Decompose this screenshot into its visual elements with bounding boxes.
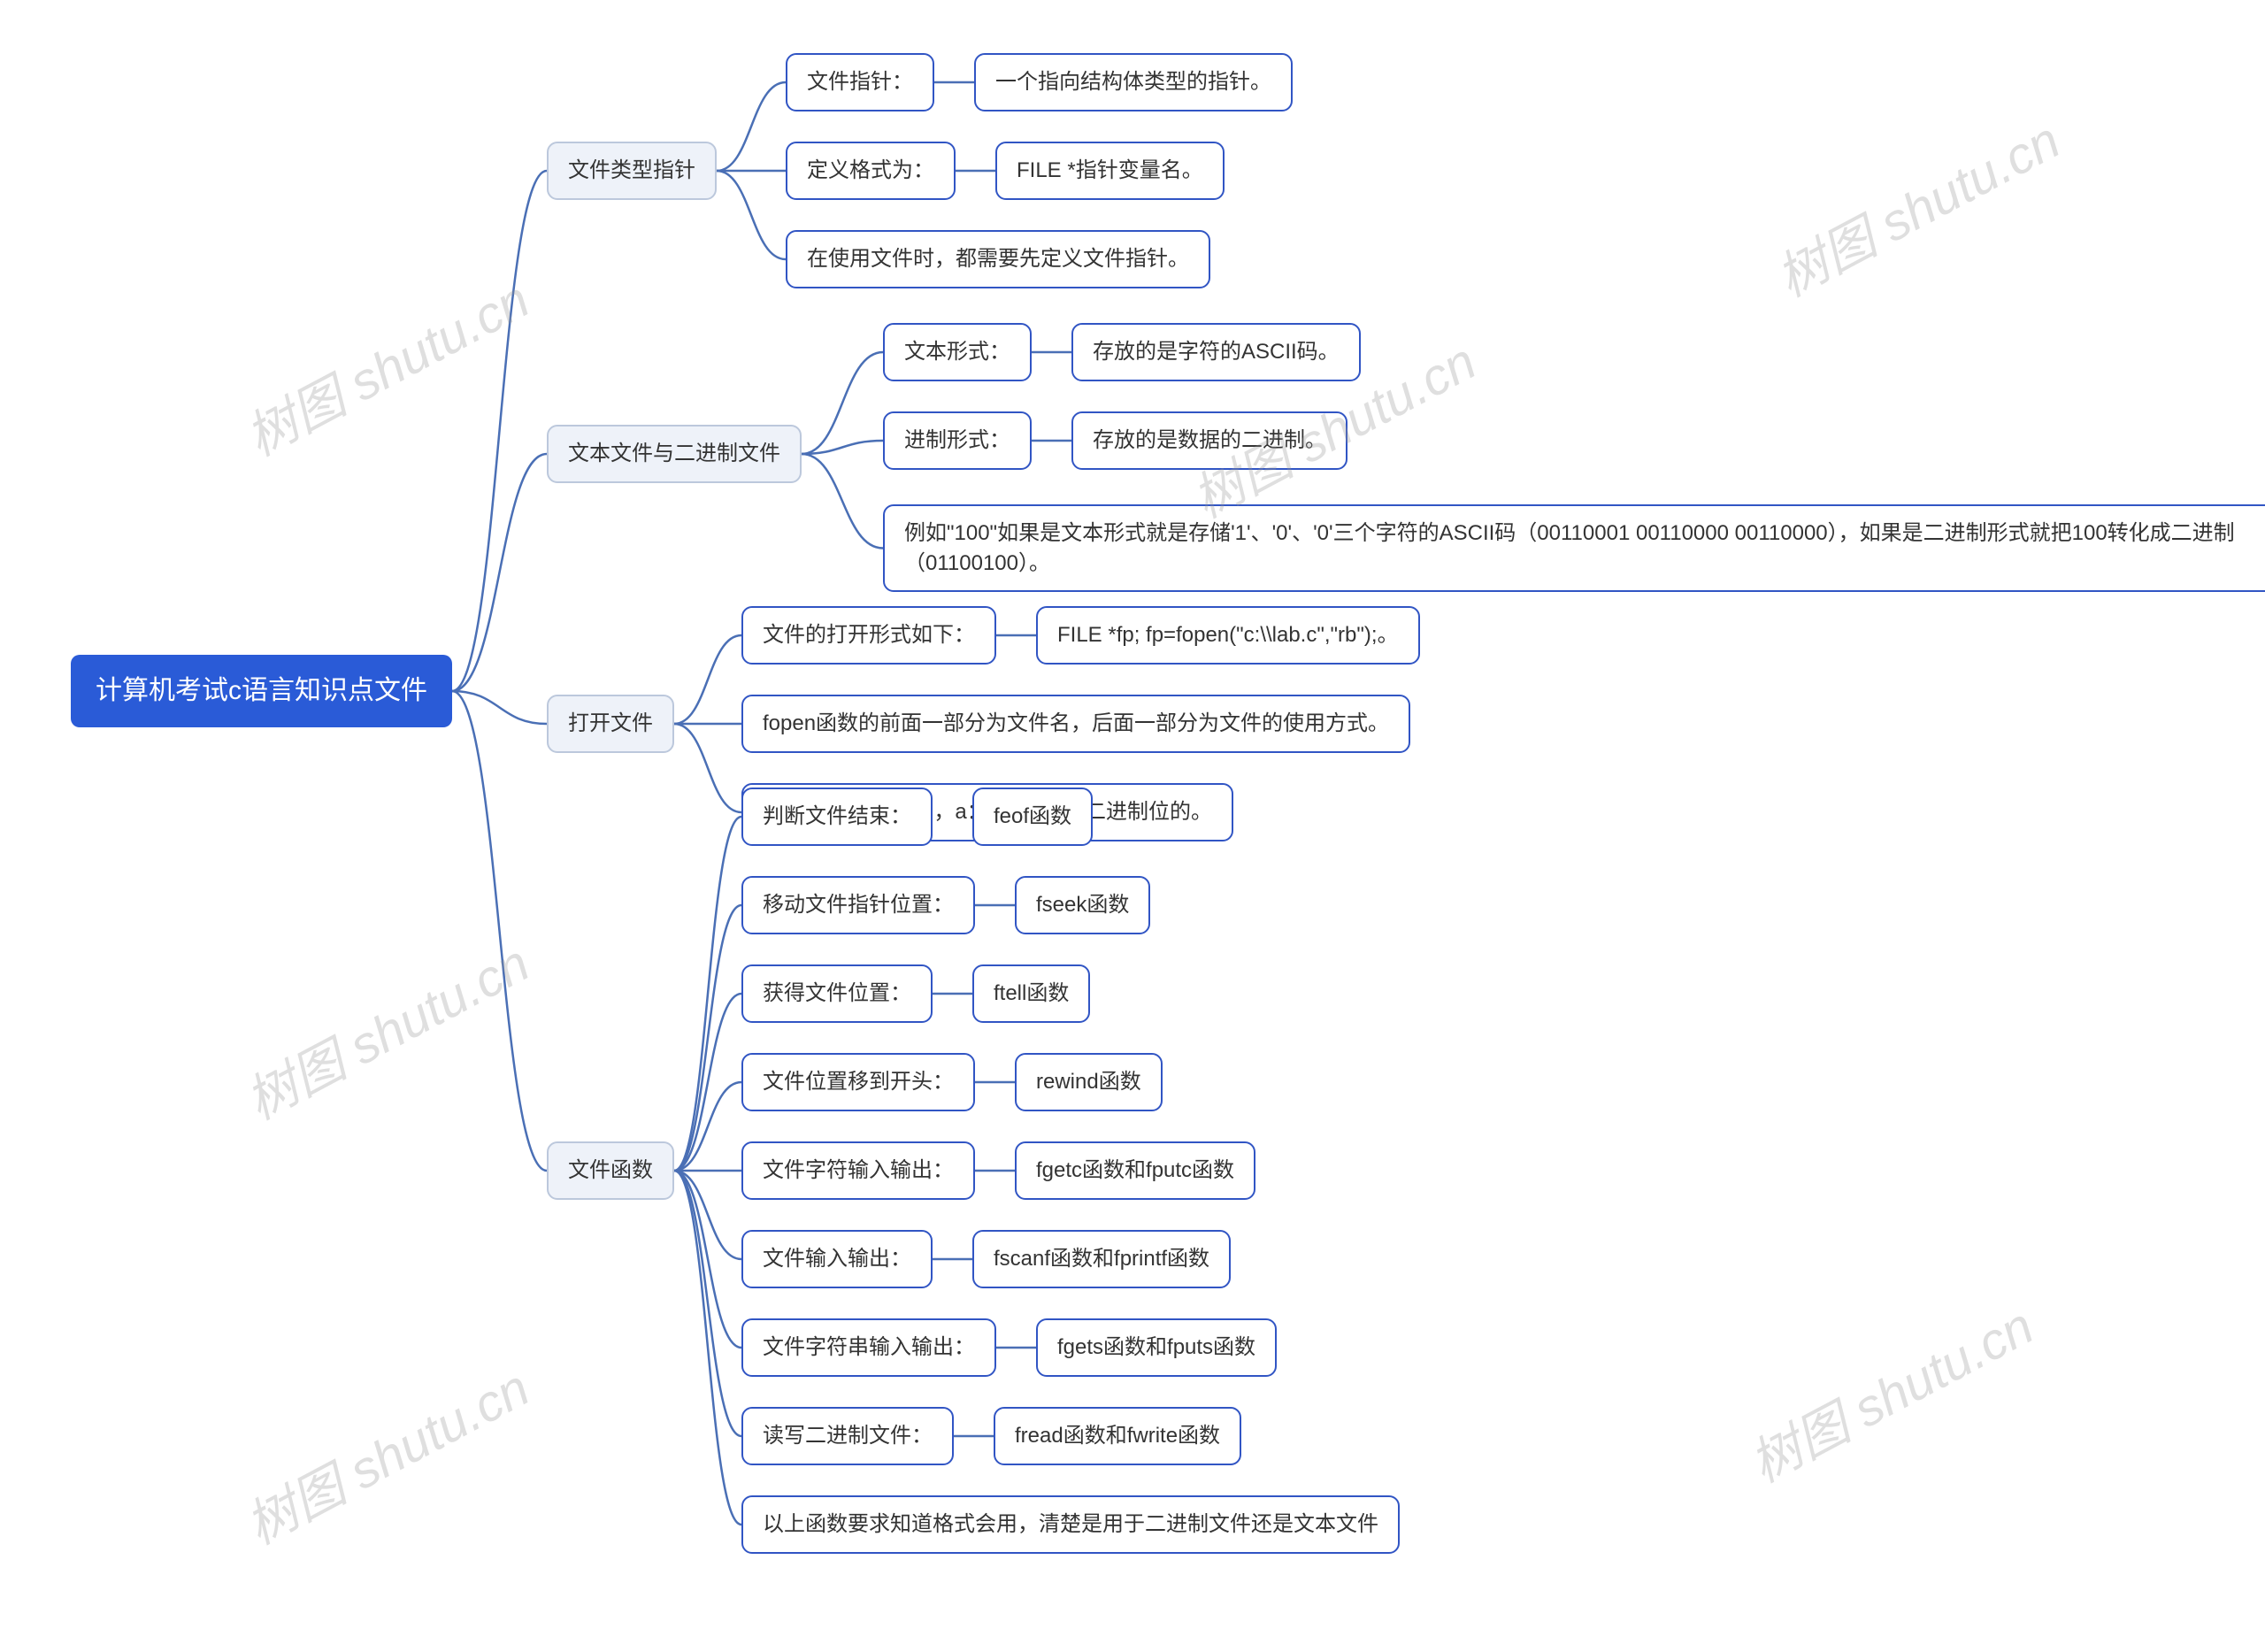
leaf: 文件字符输入输出： (741, 1141, 975, 1200)
leaf: 移动文件指针位置： (741, 876, 975, 934)
leaf-label: 存放的是数据的二进制。 (1093, 426, 1326, 456)
leaf-label: 读写二进制文件： (763, 1421, 933, 1451)
leaf-label: 文件的打开形式如下： (763, 620, 975, 650)
leaf: fseek函数 (1015, 876, 1150, 934)
leaf-label: 获得文件位置： (763, 979, 911, 1009)
leaf: fscanf函数和fprintf函数 (972, 1230, 1231, 1288)
leaf-label: fopen函数的前面一部分为文件名，后面一部分为文件的使用方式。 (763, 709, 1389, 739)
leaf: 一个指向结构体类型的指针。 (974, 53, 1293, 111)
branch-file-type-pointer: 文件类型指针 (547, 142, 717, 200)
leaf: 文件输入输出： (741, 1230, 933, 1288)
leaf-label: 进制形式： (904, 426, 1010, 456)
branch-open-file: 打开文件 (547, 695, 674, 753)
leaf-label: 文件指针： (807, 67, 913, 97)
leaf: 文件字符串输入输出： (741, 1318, 996, 1377)
leaf: 例如"100"如果是文本形式就是存储'1'、'0'、'0'三个字符的ASCII码… (883, 504, 2265, 592)
root-label: 计算机考试c语言知识点文件 (96, 672, 427, 710)
leaf-label: 在使用文件时，都需要先定义文件指针。 (807, 244, 1189, 274)
branch-label: 文本文件与二进制文件 (568, 439, 780, 469)
leaf: fread函数和fwrite函数 (994, 1407, 1241, 1465)
leaf-label: 一个指向结构体类型的指针。 (995, 67, 1271, 97)
watermark: 树图 shutu.cn (1735, 1285, 2045, 1496)
leaf-label: rewind函数 (1036, 1067, 1141, 1097)
leaf-label: 定义格式为： (807, 156, 934, 186)
branch-text-binary: 文本文件与二进制文件 (547, 425, 802, 483)
leaf-label: 文件字符串输入输出： (763, 1333, 975, 1363)
watermark: 树图 shutu.cn (231, 258, 541, 470)
leaf: feof函数 (972, 788, 1093, 846)
leaf: rewind函数 (1015, 1053, 1163, 1111)
leaf-label: 判断文件结束： (763, 802, 911, 832)
leaf: FILE *fp; fp=fopen("c:\\lab.c","rb");。 (1036, 606, 1420, 665)
leaf-label: 例如"100"如果是文本形式就是存储'1'、'0'、'0'三个字符的ASCII码… (904, 519, 2265, 578)
leaf: fgets函数和fputs函数 (1036, 1318, 1277, 1377)
leaf-label: 移动文件指针位置： (763, 890, 954, 920)
leaf: 文件位置移到开头： (741, 1053, 975, 1111)
leaf: 存放的是字符的ASCII码。 (1071, 323, 1361, 381)
leaf: fopen函数的前面一部分为文件名，后面一部分为文件的使用方式。 (741, 695, 1410, 753)
leaf-label: ftell函数 (994, 979, 1069, 1009)
watermark: 树图 shutu.cn (1762, 99, 2071, 311)
leaf: 文件指针： (786, 53, 934, 111)
watermark: 树图 shutu.cn (231, 922, 541, 1133)
leaf: 存放的是数据的二进制。 (1071, 411, 1347, 470)
leaf: 文件的打开形式如下： (741, 606, 996, 665)
leaf-label: 文件字符输入输出： (763, 1156, 954, 1186)
leaf: 进制形式： (883, 411, 1032, 470)
leaf: fgetc函数和fputc函数 (1015, 1141, 1255, 1200)
leaf: 文本形式： (883, 323, 1032, 381)
leaf-label: fread函数和fwrite函数 (1015, 1421, 1220, 1451)
leaf-label: fscanf函数和fprintf函数 (994, 1244, 1209, 1274)
leaf-label: 以上函数要求知道格式会用，清楚是用于二进制文件还是文本文件 (763, 1510, 1378, 1540)
branch-label: 文件类型指针 (568, 156, 695, 186)
root-node: 计算机考试c语言知识点文件 (71, 655, 452, 727)
leaf-label: 存放的是字符的ASCII码。 (1093, 337, 1340, 367)
leaf-label: FILE *指针变量名。 (1017, 156, 1203, 186)
leaf: 以上函数要求知道格式会用，清楚是用于二进制文件还是文本文件 (741, 1495, 1400, 1554)
leaf: 定义格式为： (786, 142, 956, 200)
leaf: ftell函数 (972, 964, 1090, 1023)
branch-file-funcs: 文件函数 (547, 1141, 674, 1200)
leaf: 获得文件位置： (741, 964, 933, 1023)
leaf: 在使用文件时，都需要先定义文件指针。 (786, 230, 1210, 288)
leaf: 读写二进制文件： (741, 1407, 954, 1465)
leaf-label: fgetc函数和fputc函数 (1036, 1156, 1234, 1186)
leaf-label: feof函数 (994, 802, 1071, 832)
leaf-label: fseek函数 (1036, 890, 1129, 920)
leaf-label: 文件位置移到开头： (763, 1067, 954, 1097)
leaf-label: 文本形式： (904, 337, 1010, 367)
leaf-label: 文件输入输出： (763, 1244, 911, 1274)
leaf: 判断文件结束： (741, 788, 933, 846)
leaf-label: FILE *fp; fp=fopen("c:\\lab.c","rb");。 (1057, 620, 1399, 650)
leaf: FILE *指针变量名。 (995, 142, 1225, 200)
leaf-label: fgets函数和fputs函数 (1057, 1333, 1255, 1363)
branch-label: 打开文件 (568, 709, 653, 739)
branch-label: 文件函数 (568, 1156, 653, 1186)
watermark: 树图 shutu.cn (231, 1347, 541, 1558)
